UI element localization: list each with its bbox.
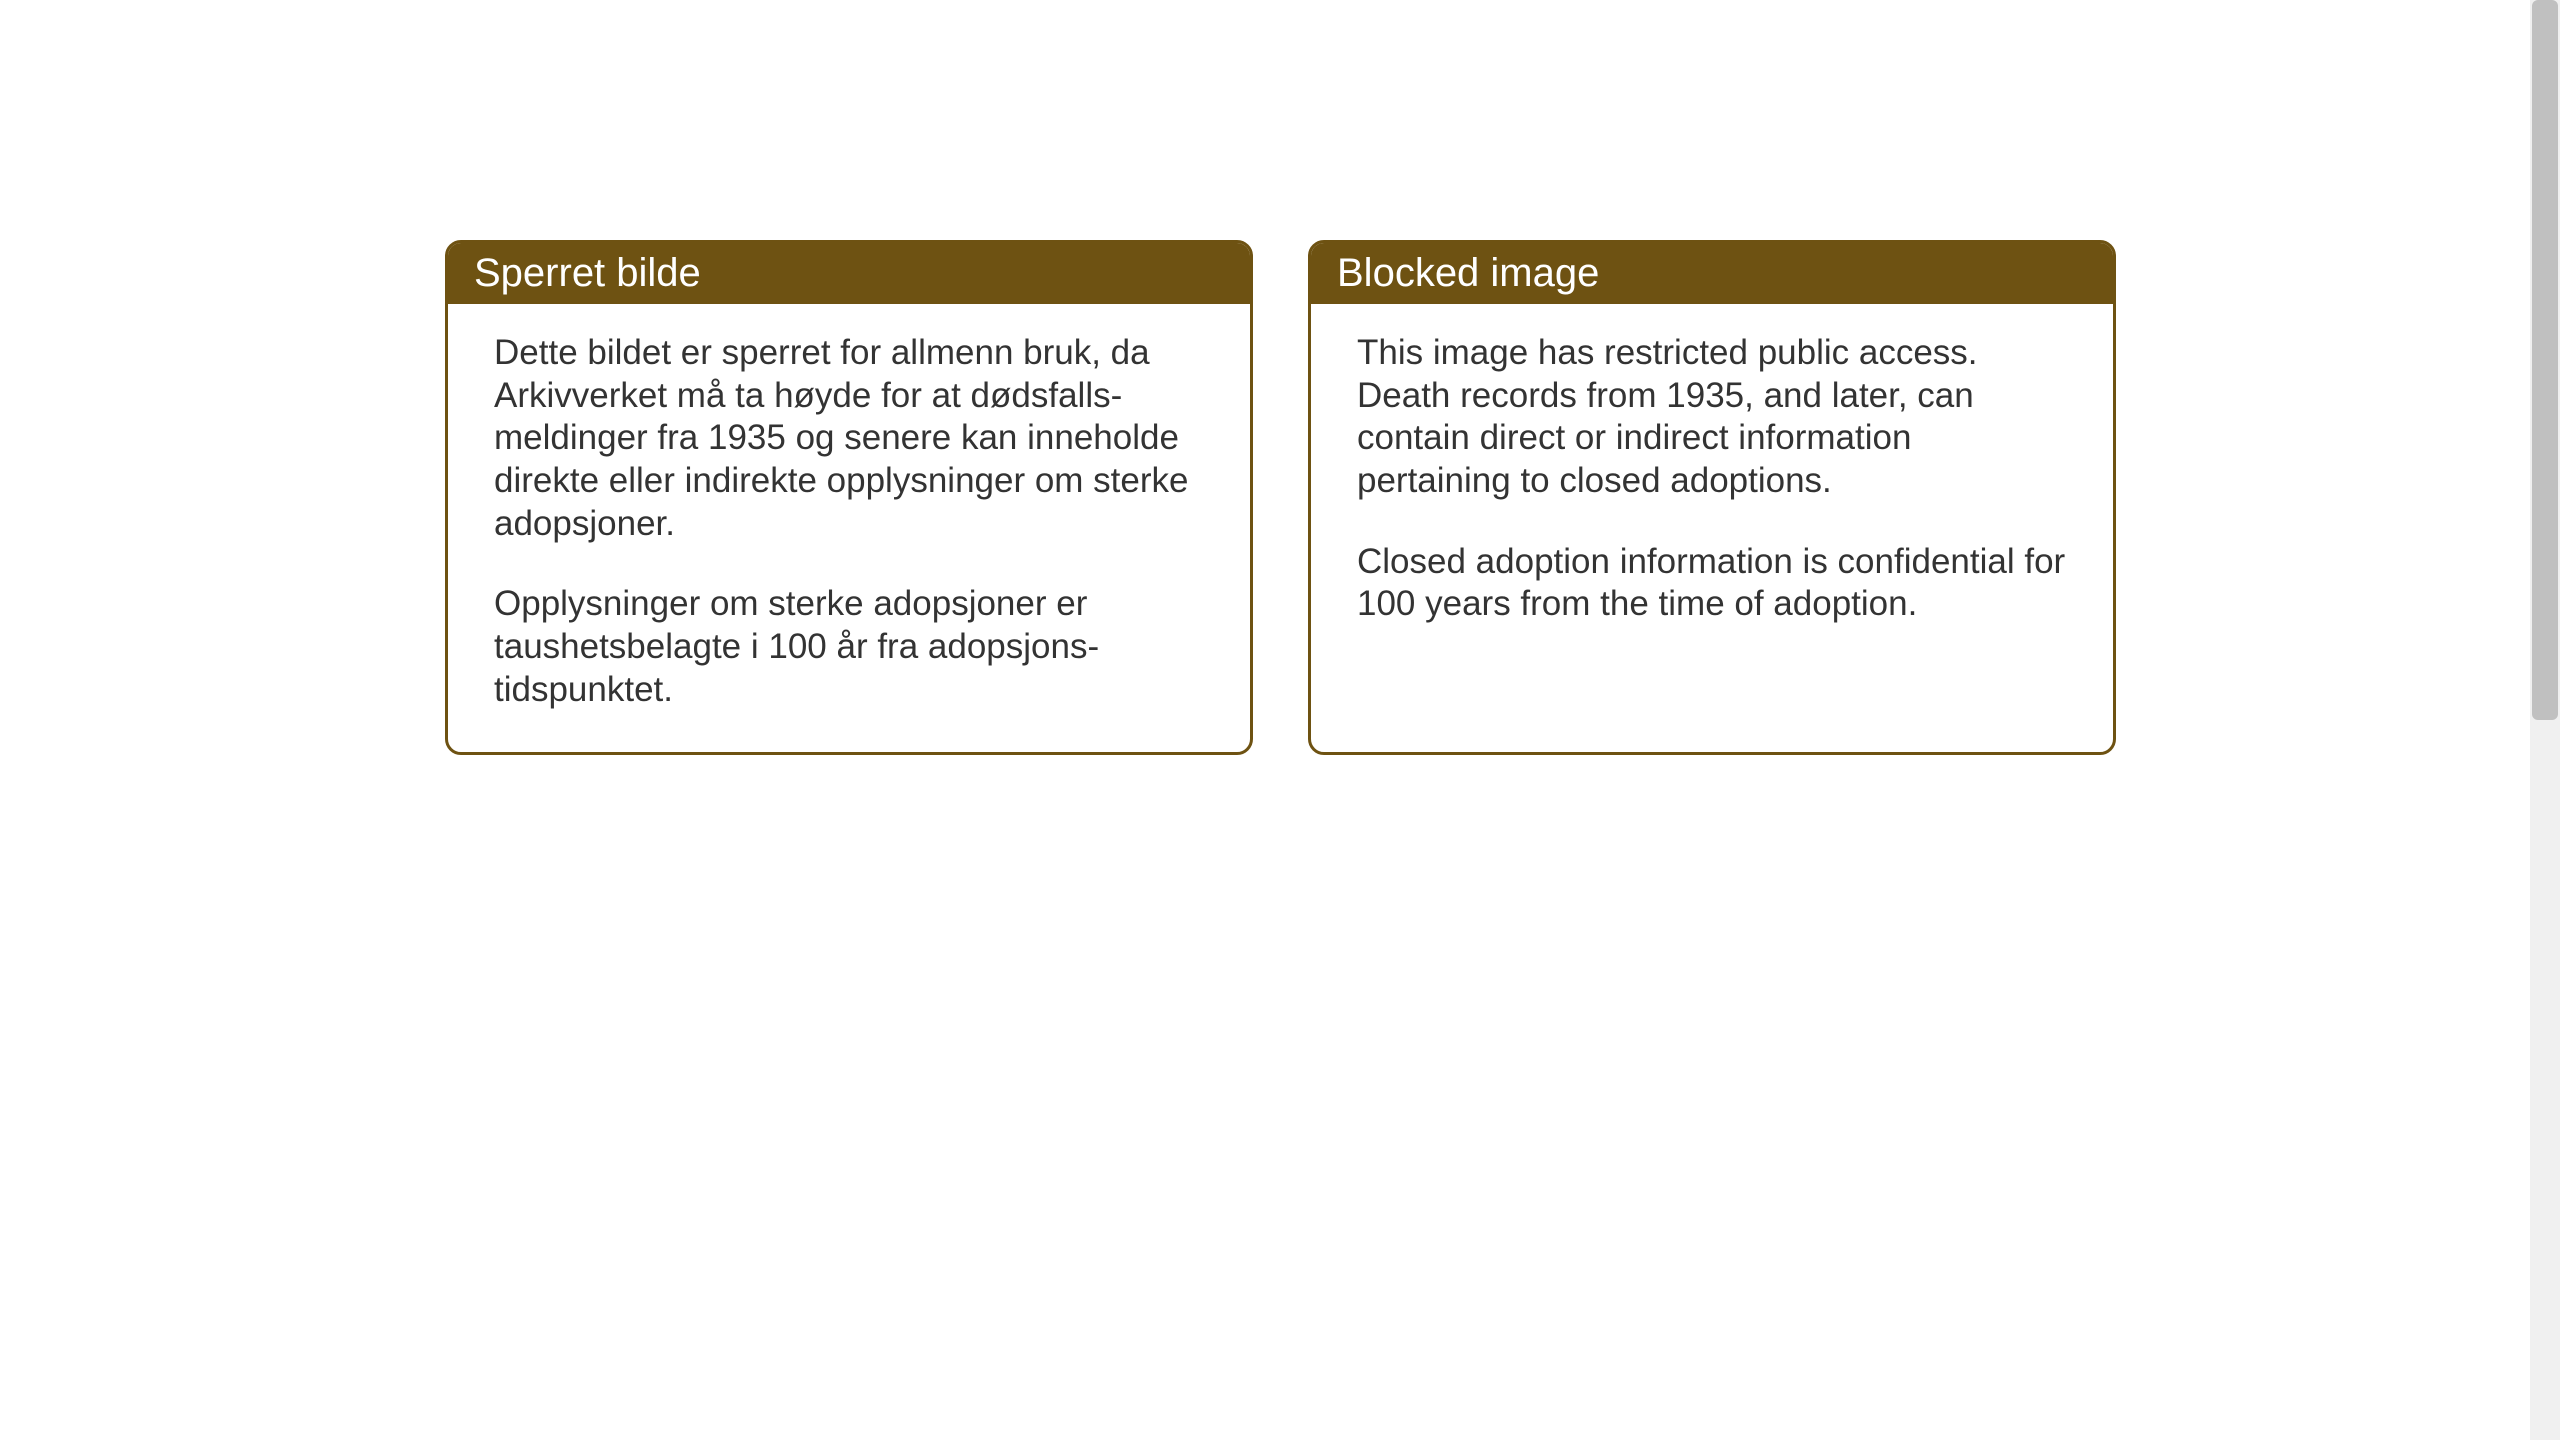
notice-card-norwegian: Sperret bilde Dette bildet er sperret fo…	[445, 240, 1253, 755]
notice-paragraph-2-english: Closed adoption information is confident…	[1357, 541, 2067, 626]
scrollbar-track[interactable]	[2530, 0, 2560, 1440]
notice-title-norwegian: Sperret bilde	[474, 251, 701, 295]
notice-header-norwegian: Sperret bilde	[448, 243, 1250, 304]
notice-card-english: Blocked image This image has restricted …	[1308, 240, 2116, 755]
notice-paragraph-1-english: This image has restricted public access.…	[1357, 332, 2067, 503]
notice-paragraph-1-norwegian: Dette bildet er sperret for allmenn bruk…	[494, 332, 1204, 545]
scrollbar-thumb[interactable]	[2532, 0, 2558, 720]
notice-body-norwegian: Dette bildet er sperret for allmenn bruk…	[448, 304, 1250, 752]
notice-title-english: Blocked image	[1337, 251, 1599, 295]
notice-body-english: This image has restricted public access.…	[1311, 304, 2113, 666]
notice-paragraph-2-norwegian: Opplysninger om sterke adopsjoner er tau…	[494, 583, 1204, 711]
notice-container: Sperret bilde Dette bildet er sperret fo…	[445, 240, 2116, 755]
notice-header-english: Blocked image	[1311, 243, 2113, 304]
